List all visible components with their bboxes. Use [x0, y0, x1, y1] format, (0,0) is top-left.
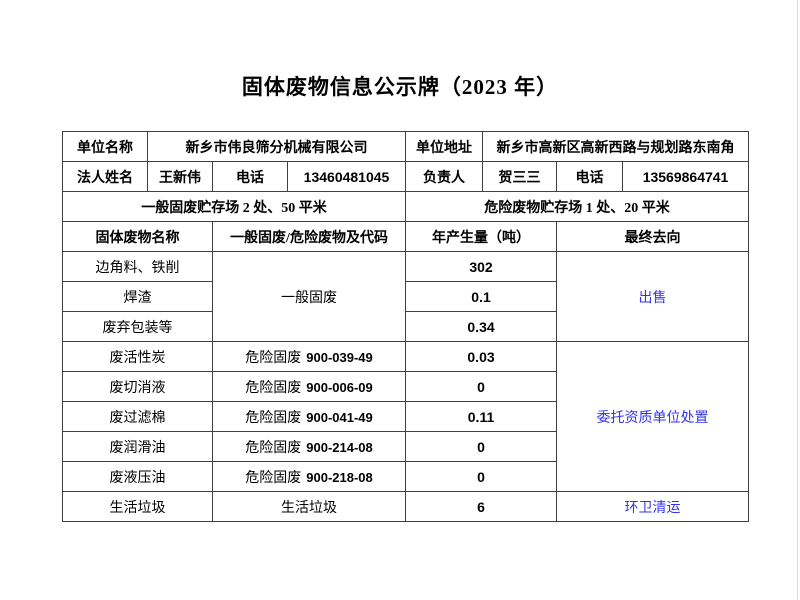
waste-code-cell: 危险固废 900-214-08 — [211, 431, 407, 462]
waste-amount: 6 — [405, 491, 558, 522]
waste-code: 900-218-08 — [306, 469, 373, 485]
solid-waste-notice-table: 单位名称 新乡市伟良筛分机械有限公司 单位地址 新乡市高新区高新西路与规划路东南… — [61, 131, 750, 522]
hazardous-waste-row: 废活性炭 危险固废 900-039-49 0.03 委托资质单位处置 — [62, 341, 750, 492]
waste-category: 危险固废 — [245, 470, 302, 486]
general-category-cell: 一般固废 — [211, 251, 407, 342]
header-waste-name: 固体废物名称 — [62, 221, 213, 252]
general-waste-row: 焊渣 0.1 — [62, 281, 749, 312]
header-type-code: 一般固废/危险废物及代码 — [211, 221, 407, 252]
waste-amount: 0 — [405, 461, 558, 492]
unit-address-value: 新乡市高新区高新西路与规划路东南角 — [482, 131, 750, 162]
header-annual-output: 年产生量（吨） — [405, 221, 558, 252]
waste-category: 危险固废 — [245, 440, 302, 456]
waste-name: 废润滑油 — [62, 431, 213, 462]
row-contact-info: 法人姓名 王新伟 电话 13460481045 负责人 贺三三 电话 13569… — [62, 161, 750, 192]
general-waste-row: 废弃包装等 0.34 — [62, 311, 749, 342]
waste-name: 废弃包装等 — [62, 311, 213, 342]
waste-category: 危险固废 — [245, 350, 302, 366]
waste-category: 生活垃圾 — [211, 491, 407, 522]
general-destination-cell: 出售 — [556, 251, 750, 342]
waste-code-cell: 危险固废 900-006-09 — [211, 371, 407, 402]
hazardous-storage-text: 危险废物贮存场 1 处、20 平米 — [405, 191, 750, 222]
waste-amount: 0.1 — [405, 281, 558, 312]
waste-amount: 0 — [405, 371, 558, 402]
phone2-label: 电话 — [556, 161, 624, 192]
waste-name: 废切消液 — [62, 371, 213, 402]
waste-code: 900-041-49 — [306, 409, 373, 425]
unit-name-label: 单位名称 — [62, 131, 148, 162]
row-unit-info: 单位名称 新乡市伟良筛分机械有限公司 单位地址 新乡市高新区高新西路与规划路东南… — [62, 131, 750, 162]
household-waste-row: 生活垃圾 生活垃圾 6 环卫清运 — [62, 491, 750, 522]
unit-name-value: 新乡市伟良筛分机械有限公司 — [146, 131, 407, 162]
waste-code-cell: 危险固废 900-039-49 — [211, 341, 407, 372]
phone2-value: 13569864741 — [622, 161, 750, 192]
phone1-label: 电话 — [212, 161, 288, 192]
waste-header-row: 固体废物名称 一般固废/危险废物及代码 年产生量（吨） 最终去向 — [62, 221, 750, 252]
page-title: 固体废物信息公示牌（2023 年） — [241, 75, 559, 99]
waste-name: 生活垃圾 — [62, 491, 213, 522]
waste-name: 废活性炭 — [62, 341, 213, 372]
waste-category: 危险固废 — [245, 380, 302, 396]
unit-address-label: 单位地址 — [405, 131, 484, 162]
legal-name-value: 王新伟 — [147, 161, 213, 192]
waste-amount: 0.03 — [405, 341, 558, 372]
waste-amount: 0.34 — [405, 311, 558, 342]
manager-value: 贺三三 — [482, 161, 558, 192]
header-destination: 最终去向 — [556, 221, 750, 252]
general-waste-row: 边角料、铁削 一般固废 302 出售 — [62, 251, 750, 342]
waste-category: 危险固废 — [245, 410, 302, 426]
phone1-value: 13460481045 — [286, 161, 407, 192]
waste-code: 900-214-08 — [306, 439, 373, 455]
waste-name: 废液压油 — [62, 461, 213, 492]
waste-amount: 0.11 — [405, 401, 558, 432]
waste-amount: 302 — [405, 251, 558, 282]
waste-code-cell: 危险固废 900-218-08 — [211, 461, 407, 492]
waste-amount: 0 — [405, 431, 558, 462]
general-storage-text: 一般固废贮存场 2 处、50 平米 — [61, 191, 407, 222]
waste-name: 边角料、铁削 — [62, 251, 213, 282]
waste-name: 焊渣 — [62, 281, 213, 312]
row-storage-info: 一般固废贮存场 2 处、50 平米 危险废物贮存场 1 处、20 平米 — [61, 191, 750, 222]
legal-name-label: 法人姓名 — [62, 161, 148, 192]
page-edge-divider — [797, 0, 798, 600]
waste-code-cell: 危险固废 900-041-49 — [211, 401, 407, 432]
waste-name: 废过滤棉 — [62, 401, 213, 432]
hazardous-destination-cell: 委托资质单位处置 — [556, 341, 750, 492]
manager-label: 负责人 — [405, 161, 484, 192]
waste-code: 900-006-09 — [306, 379, 373, 395]
hazardous-waste-row: 废过滤棉 危险固废 900-041-49 0.11 — [62, 401, 749, 432]
waste-code: 900-039-49 — [306, 349, 373, 365]
household-destination-cell: 环卫清运 — [556, 491, 750, 522]
